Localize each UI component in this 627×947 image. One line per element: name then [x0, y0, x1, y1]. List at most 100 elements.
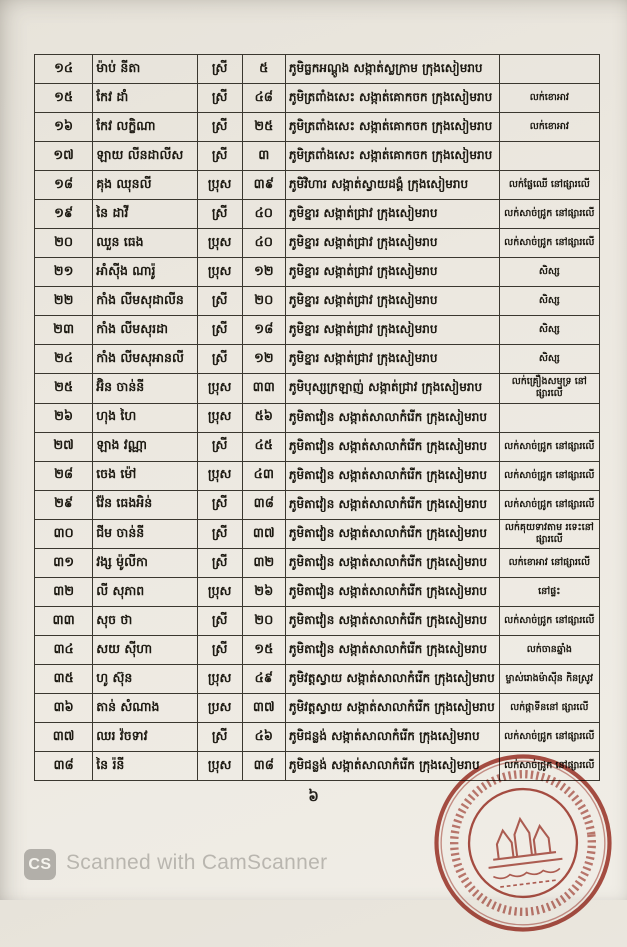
table-row: ៣៤ សយ ស៊ីហា ស្រី ១៥ ភូមិតាវៀន សង្កាត់សាលាកំរ… [33, 635, 601, 666]
table-row: ៣៦ តាន់ សំណាង ប្រស ៣៧ ភូមិវត្តស្វាយ សង្កាត់ស… [33, 693, 601, 724]
table-row: ២០ ឈួន ធេង ប្រុស ៤០ ភូមិខ្នារ សង្កាត់ជ្រាវ ក… [33, 228, 601, 258]
cell-age: ២៦ [241, 577, 286, 608]
cell-name: ចេង ម៉ៅ [92, 460, 198, 491]
cell-address: ភូមិវត្តស្វាយ សង្កាត់សាលាកំរើក ក្រុងសៀមរ… [284, 664, 500, 695]
cell-address: ភូមិត្រពាំងសេះ សង្កាត់គោកចក ក្រុងសៀមរាប [284, 83, 500, 113]
cell-gender: ប្រុស [196, 751, 243, 782]
cell-no: ២៤ [33, 344, 94, 374]
cell-no: ៣៤ [33, 635, 94, 666]
cell-occupation: លក់ខោអាវ [498, 83, 601, 113]
cell-occupation: លក់ផ្លែឈើ នៅផ្សារលើ [498, 170, 601, 200]
cell-occupation: លក់សាច់ជ្រូក នៅផ្សារលើ [498, 199, 601, 229]
cell-name: ឈរ វ៉ចទាវ [92, 722, 198, 753]
cell-address: ភូមិជន្លង់ សង្កាត់សាលាកំរើក ក្រុងសៀមរាប [284, 722, 500, 753]
cell-address: ភូមិវិហារ សង្កាត់ស្វាយដង្គំ ក្រុងសៀមរាប [284, 170, 500, 200]
cell-no: ៣៨ [33, 751, 94, 782]
cell-age: ៤០ [241, 228, 286, 258]
cell-age: ៣៨ [241, 489, 286, 520]
cell-name: កាំង លីមសុរដា [92, 315, 198, 345]
table-row: ២៥ អ៊ិន ចាន់នី ប្រុស ៣៣ ភូមិបុស្សក្រឡាញ់ សង្… [33, 373, 601, 404]
cell-no: ១៨ [33, 170, 94, 200]
cell-occupation: លក់គុយទាវតាម រទេះនៅផ្សារលើ [498, 518, 601, 550]
table-row: ២៩ វ៉ែន ធេងអិន់ ស្រី ៣៨ ភូមិតាវៀន សង្កាត់សាល… [33, 489, 601, 520]
cell-address: ភូមិខ្នារ សង្កាត់ជ្រាវ ក្រុងសៀមរាប [284, 286, 500, 316]
cell-no: ២២ [33, 286, 94, 316]
cell-occupation: នៅផ្ទះ [498, 577, 601, 608]
cell-no: ៣៧ [33, 722, 94, 753]
table-row: ២៧ ឡាង វណ្ណា ស្រី ៤៥ ភូមិតាវៀន សង្កាត់សាលាកំ… [33, 431, 601, 462]
cell-occupation: សិស្ស [498, 286, 601, 316]
cell-age: ៤០ [241, 199, 286, 229]
cell-occupation [498, 402, 601, 433]
cell-address: ភូមិត្រពាំងសេះ សង្កាត់គោកចក ក្រុងសៀមរាប [284, 112, 500, 142]
cell-name: ឈួន ធេង [92, 228, 198, 258]
cell-gender: ស្រី [196, 489, 243, 520]
cell-occupation: សិស្ស [498, 257, 601, 287]
cell-no: ២១ [33, 257, 94, 287]
cell-no: ២០ [33, 228, 94, 258]
table-row: ៣៨ នៃ រ៉នី ប្រុស ៣៨ ភូមិជន្លង់ សង្កាត់សាលាកំ… [33, 751, 601, 782]
cell-name: សយ ស៊ីហា [92, 635, 198, 666]
cell-occupation: លក់ផ្កាទីននៅ ផ្សារលើ [498, 693, 601, 724]
cell-occupation: លក់សាច់ជ្រូក នៅផ្សារលើ [498, 431, 601, 462]
cell-age: ៥៦ [241, 402, 286, 433]
cell-address: ភូមិតាវៀន សង្កាត់សាលាកំរើក ក្រុងសៀមរាប [284, 402, 500, 433]
cell-name: កែវ ដាំ [92, 83, 198, 113]
cell-gender: ស្រី [196, 199, 243, 229]
cell-address: ភូមិតាវៀន សង្កាត់សាលាកំរើក ក្រុងសៀមរាប [284, 577, 500, 608]
cell-gender: ស្រី [196, 344, 243, 374]
cell-occupation [498, 141, 601, 171]
cell-address: ភូមិវត្តស្វាយ សង្កាត់សាលាកំរើក ក្រុងសៀមរ… [284, 693, 500, 724]
cell-name: នៃ ដាវី [92, 199, 198, 229]
cell-gender: ប្រុស [196, 170, 243, 200]
member-roster-table: ១៤ ម៉ាប់ នីតា ស្រី៥ភូមិធ្លកអណ្ដូង សង្កាត់ស… [33, 54, 601, 782]
cell-name: នៃ រ៉នី [92, 751, 198, 782]
cell-age: ១២ [241, 344, 286, 374]
cell-no: ១៦ [33, 112, 94, 142]
cell-no: ៣០ [33, 518, 94, 550]
cell-address: ភូមិតាវៀន សង្កាត់សាលាកំរើក ក្រុងសៀមរាប [284, 518, 500, 550]
cell-gender: ស្រី [196, 431, 243, 462]
cell-gender: ស្រី [196, 518, 243, 550]
cell-name: អាំស៊ីង ណារ៉ូ [92, 257, 198, 287]
cell-gender: ប្រុស [196, 577, 243, 608]
cell-no: ៣២ [33, 577, 94, 608]
cell-gender: ប្រស [196, 693, 243, 724]
table-row: ២៣ កាំង លីមសុរដា ស្រី ១៨ ភូមិខ្នារ សង្កាត់ជ្… [33, 315, 601, 345]
cell-gender: ប្រុស [196, 402, 243, 433]
table-row: ១៨ គុង ឈុនលី ប្រុស ៣៩ ភូមិវិហារ សង្កាត់ស្វាយ… [33, 170, 601, 200]
cell-occupation: លក់សាច់ជ្រូក នៅផ្សារលើ [498, 489, 601, 520]
table-row: ១៥ កែវ ដាំ ស្រី ៤៨ ភូមិត្រពាំងសេះ សង្កាត់គោក… [33, 83, 601, 113]
camscanner-watermark-text: Scanned with CamScanner [66, 851, 328, 874]
cell-no: ១៧ [33, 141, 94, 171]
cell-age: ១៨ [241, 315, 286, 345]
cell-address: ភូមិត្រពាំងសេះ សង្កាត់គោកចក ក្រុងសៀមរាប [284, 141, 500, 171]
cell-age: ៣៧ [241, 518, 286, 550]
cell-no: ២៩ [33, 489, 94, 520]
cell-name: កែវ លក្ខិណា [92, 112, 198, 142]
cell-address: ភូមិធ្លកអណ្ដូង សង្កាត់ស្លក្រាម ក្រុងសៀមរ… [284, 54, 500, 84]
cell-age: ៤៨ [241, 83, 286, 113]
cell-name: វ៉ែន ធេងអិន់ [92, 489, 198, 520]
table-row: ៣៣ សុច ថា ស្រី ២០ ភូមិតាវៀន សង្កាត់សាលាកំរើក… [33, 606, 601, 637]
table-row: ១៩ នៃ ដាវី ស្រី ៤០ ភូមិខ្នារ សង្កាត់ជ្រាវ ក្… [33, 199, 601, 229]
table-row: ២១ អាំស៊ីង ណារ៉ូ ប្រុស ១២ ភូមិខ្នារ សង្កាត់ជ… [33, 257, 601, 287]
cell-address: ភូមិខ្នារ សង្កាត់ជ្រាវ ក្រុងសៀមរាប [284, 199, 500, 229]
cell-gender: ស្រី [196, 141, 243, 171]
table-row: ២៨ ចេង ម៉ៅ ប្រុស ៤៣ ភូមិតាវៀន សង្កាត់សាលាកំរ… [33, 460, 601, 491]
cell-name: ឡាង វណ្ណា [92, 431, 198, 462]
cell-name: គុង ឈុនលី [92, 170, 198, 200]
cell-address: ភូមិតាវៀន សង្កាត់សាលាកំរើក ក្រុងសៀមរាប [284, 606, 500, 637]
cell-no: ១៥ [33, 83, 94, 113]
cell-gender: ស្រី [196, 54, 243, 84]
cell-age: ៣៨ [241, 751, 286, 782]
cell-occupation: លក់ចានឆ្នាំង [498, 635, 601, 666]
cell-gender: ស្រី [196, 722, 243, 753]
cell-name: កាំង លីមសុអានលី [92, 344, 198, 374]
cell-no: ២៥ [33, 373, 94, 404]
cell-gender: ស្រី [196, 112, 243, 142]
table-row: ៣៧ ឈរ វ៉ចទាវ ស្រី ៤៦ ភូមិជន្លង់ សង្កាត់សាលាក… [33, 722, 601, 753]
cell-gender: ប្រុស [196, 664, 243, 695]
cell-no: ១៩ [33, 199, 94, 229]
cell-name: សុច ថា [92, 606, 198, 637]
